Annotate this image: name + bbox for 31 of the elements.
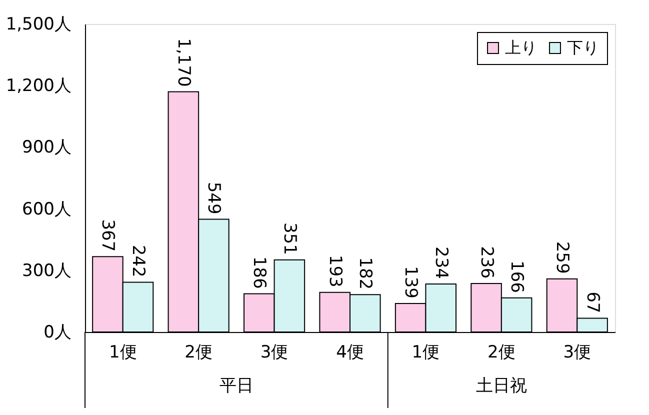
y-tick-label: 1,500人 <box>6 14 72 34</box>
data-label: 186 <box>249 256 270 289</box>
data-label: 236 <box>476 246 496 279</box>
data-label: 549 <box>204 182 224 214</box>
data-label: 242 <box>128 244 148 278</box>
data-label: 193 <box>324 254 345 288</box>
x-tick-label: 2便 <box>488 342 516 362</box>
x-tick-label: 3便 <box>563 342 592 362</box>
text: 土日祝 <box>476 376 527 396</box>
x-tick-label: 1便 <box>108 342 137 362</box>
y-tick-label: 1,200人 <box>6 76 72 96</box>
y-tick-label: 0人 <box>44 322 72 342</box>
x-tick-label: 4便 <box>336 342 364 362</box>
data-label: 182 <box>355 257 376 290</box>
x-tick-label: 3便 <box>260 342 288 362</box>
data-label: 351 <box>279 222 300 255</box>
y-tick-label: 900人 <box>22 138 72 158</box>
data-label: 259 <box>552 241 572 274</box>
x-tick-label: 1便 <box>412 342 440 362</box>
legend-label: 上り <box>505 38 537 57</box>
legend-label: 下り <box>567 38 599 57</box>
x-tick-label: 2便 <box>184 342 212 362</box>
data-label: 234 <box>430 246 451 279</box>
data-label: 166 <box>506 260 527 293</box>
data-label: 139 <box>400 266 421 298</box>
data-label: 67 <box>582 292 602 314</box>
data-label: 367 <box>98 219 118 252</box>
data-label: 1,170 <box>173 38 194 87</box>
text: 平日 <box>219 376 254 396</box>
y-tick-label: 300人 <box>22 260 72 281</box>
y-tick-label: 600人 <box>22 199 72 220</box>
